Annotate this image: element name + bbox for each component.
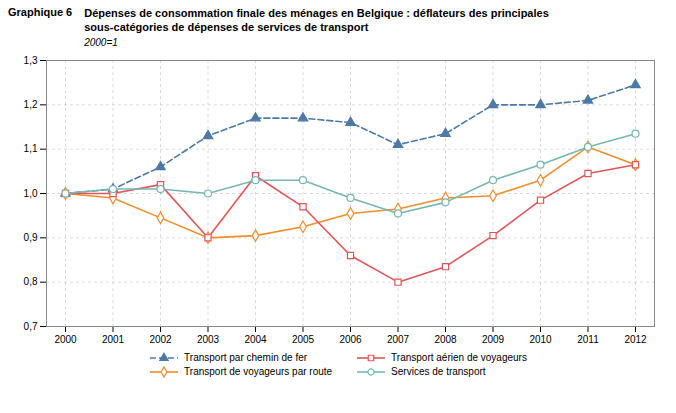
html-text:Transport aérien de voyageurs: Transport aérien de voyageurs [391,352,527,364]
svg-text:2005: 2005 [292,333,315,344]
svg-text:1,0: 1,0 [24,187,38,198]
html-text:Graphique 6: Graphique 6 [8,6,73,18]
svg-text:2011: 2011 [577,333,599,344]
svg-text:0,7: 0,7 [24,320,38,331]
svg-text:2000: 2000 [54,333,77,344]
svg-text:2001: 2001 [102,333,125,344]
svg-text:2003: 2003 [197,333,220,344]
html-text:2000=1: 2000=1 [84,36,118,48]
svg-text:2002: 2002 [149,333,172,344]
svg-text:1,2: 1,2 [24,99,38,110]
svg-text:0,8: 0,8 [24,276,38,287]
svg-text:2010: 2010 [529,333,552,344]
svg-text:0,9: 0,9 [24,232,38,243]
html-text:Transport par chemin de fer: Transport par chemin de fer [184,352,308,364]
svg-text:2009: 2009 [482,333,505,344]
svg-text:2012: 2012 [624,333,647,344]
svg-text:2004: 2004 [244,333,267,344]
html-text:Dépenses de consommation final: Dépenses de consommation finale des ména… [84,7,549,34]
svg-text:2007: 2007 [387,333,410,344]
svg-text:2006: 2006 [339,333,362,344]
svg-text:2008: 2008 [434,333,457,344]
html-text:Services de transport: Services de transport [391,366,486,378]
html-text:Transport de voyageurs par rou: Transport de voyageurs par route [184,366,333,378]
svg-text:1,3: 1,3 [24,54,38,65]
svg-text:1,1: 1,1 [24,143,38,154]
